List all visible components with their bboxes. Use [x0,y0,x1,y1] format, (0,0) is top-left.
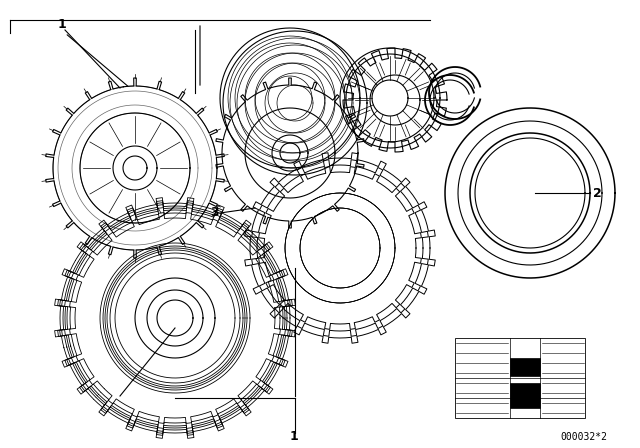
Text: 2: 2 [593,187,602,200]
Text: 1: 1 [58,18,67,31]
Bar [510,383,540,408]
Bar [455,338,585,418]
Text: 000032*2: 000032*2 [560,432,607,442]
Bar [510,358,540,376]
Text: 3: 3 [210,206,219,219]
Text: 1: 1 [290,430,299,443]
